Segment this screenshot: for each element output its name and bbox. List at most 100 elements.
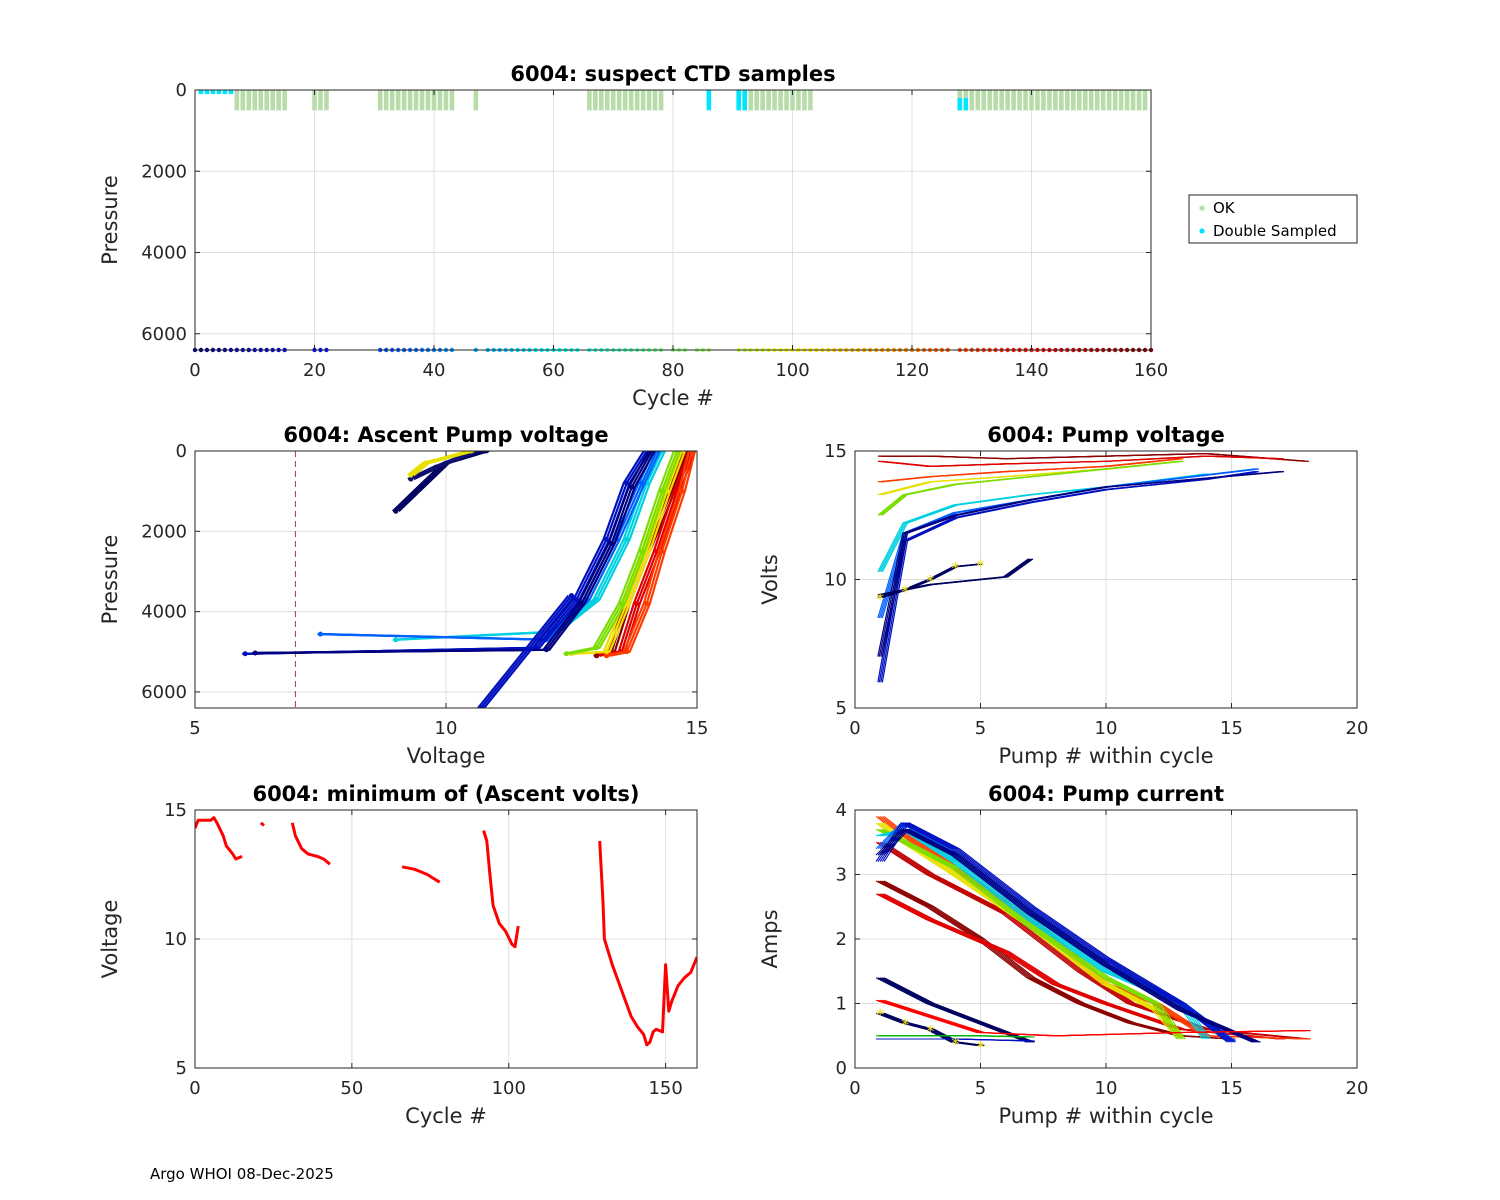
ok-sample-bar [981,90,986,111]
series-point-low-a [393,508,399,514]
y-tick-label: 4 [836,800,847,821]
series-line-early [882,453,1310,462]
y-axis-label: Voltage [98,900,122,979]
ok-sample-bar [389,90,395,111]
series-line-late-4 [878,471,1282,657]
series-point-late [624,536,630,542]
y-tick-label: 0 [176,441,187,462]
x-tick-label: 15 [1220,1078,1243,1099]
ok-sample-bar [1136,90,1142,111]
highlight-star: * [977,556,985,575]
series-line-late-3 [879,822,1232,1043]
highlight-star: * [951,559,959,578]
ok-sample-bar [1130,90,1136,111]
series-line-late-4 [883,828,1261,1043]
series-line-late-4 [877,471,1280,657]
y-tick-label: 5 [176,1058,187,1079]
series-line-early-2 [877,893,1280,1040]
series-point-low-c [408,472,414,478]
series-line-low-2 [883,977,1035,1043]
x-tick-label: 10 [435,718,458,739]
ok-sample-bar [808,90,813,111]
series-line-early [881,880,1234,1040]
series-point-mid [679,488,685,494]
series-line-early-2 [883,893,1286,1040]
highlight-star: * [901,582,909,601]
series-point-late [393,637,399,643]
ok-sample-bar [1124,90,1130,111]
series-line-late-4 [879,828,1257,1043]
series-line-low-2 [881,977,1033,1043]
highlight-star: * [977,1037,985,1056]
double-sampled-marker [957,98,963,111]
ok-sample-bar [778,90,783,111]
chart-ascent_pump_voltage: 5 10 15 0 2000 4000 6000 6004: Ascent Pump volt… [98,423,708,768]
ok-sample-bar [1142,90,1148,111]
ok-sample-bar [604,90,610,111]
x-tick-label: 15 [686,718,709,739]
legend: OK Double Sampled [1188,194,1358,244]
series-point-late-3 [574,597,580,603]
series-line-early-2 [880,455,1283,467]
ok-sample-bar [969,90,975,111]
ok-sample-bar [593,90,598,111]
ok-sample-bar [652,90,658,111]
y-tick-label: 2000 [141,161,187,182]
series-line-late-3 [242,451,645,655]
x-tick-label: 5 [189,718,200,739]
series-line-low-4 [884,1035,1035,1038]
ok-sample-bar [240,90,246,111]
x-tick-label: 10 [1095,718,1118,739]
series-line-late-4 [258,451,656,655]
series-line-stray [477,594,570,708]
series-line-late-3 [248,451,651,655]
y-tick-label: 0 [176,80,187,101]
series-point-low-c [423,460,429,466]
series-point-mid-3 [563,651,569,657]
chart-title: 6004: suspect CTD samples [510,62,835,86]
series-point-late-2 [639,480,645,486]
ok-sample-bar [640,90,646,111]
ok-sample-bar [622,90,628,111]
series-line-mid-3 [881,828,1184,1040]
series-point-mid-3 [659,488,665,494]
y-tick-label: 15 [824,441,847,462]
series-line-seg4 [401,865,441,884]
ok-sample-bar [1077,90,1082,111]
ok-sample-bar [646,90,652,111]
ok-sample-bar [1053,90,1058,111]
series-point-stray [478,705,484,708]
footer-text: Argo WHOI 08-Dec-2025 [150,1165,334,1183]
ok-sample-bar [443,90,449,111]
legend-label: Double Sampled [1213,222,1337,240]
series-line-low-2 [882,558,1034,596]
series-line-early-3 [877,841,1305,1040]
y-tick-label: 4000 [141,602,187,623]
y-axis-label: Pressure [98,535,122,625]
ok-sample-bar [1035,90,1040,111]
ok-sample-bar [395,90,401,111]
ok-sample-bar [772,90,777,111]
series-line-mid-3 [877,828,1180,1040]
ok-sample-bar [784,90,789,111]
x-tick-label: 100 [492,1078,526,1099]
series-point-low-a [483,451,489,454]
x-tick-label: 0 [189,1078,200,1099]
series-point-late-4 [629,484,635,490]
series-point-low-a [418,484,424,490]
plot-area [198,90,1148,111]
series-line-early-2 [879,455,1281,467]
series-line-late-4 [880,471,1283,657]
ok-sample-bar [419,90,425,111]
y-tick-label: 15 [164,800,187,821]
ok-sample-bar [234,90,240,111]
ok-sample-bar [431,90,437,111]
legend-marker [1199,228,1205,234]
series-point-late-4 [252,650,258,656]
ok-sample-bar [1023,90,1028,111]
x-tick-label: 20 [1346,1078,1369,1099]
series-line-late-4 [881,828,1259,1043]
chart-pump_current: * * * * * 0 5 10 15 20 0 1 2 3 4 6004: Pump current Pump… [758,782,1368,1128]
series-line-early-3 [875,841,1303,1040]
